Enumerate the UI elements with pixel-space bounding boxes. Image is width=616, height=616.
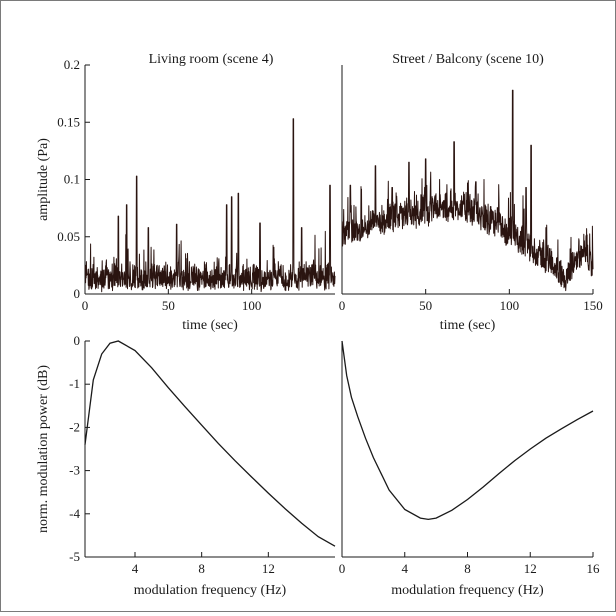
y-tick-label: -4	[69, 506, 80, 521]
x-tick-label: 16	[587, 561, 601, 576]
y-tick-label: 0.1	[64, 172, 80, 187]
y-tick-label: -2	[69, 419, 80, 434]
x-axis-label: time (sec)	[182, 318, 238, 333]
x-axis-label: modulation frequency (Hz)	[134, 583, 287, 598]
y-tick-label: -5	[69, 549, 80, 564]
y-tick-label: -1	[69, 376, 80, 391]
x-tick-label: 50	[162, 298, 175, 313]
x-tick-label: 4	[132, 561, 139, 576]
x-axis-label: modulation frequency (Hz)	[391, 583, 544, 598]
y-axis-label: norm. modulation power (dB)	[36, 365, 51, 533]
panel-3	[84, 340, 336, 558]
y-tick-label: 0	[74, 333, 81, 348]
x-tick-label: 4	[402, 561, 409, 576]
x-tick-label: 0	[82, 298, 89, 313]
panel-title: Street / Balcony (scene 10)	[392, 52, 544, 67]
x-axis-label: time (sec)	[440, 318, 496, 333]
y-tick-label: 0	[74, 286, 81, 301]
x-tick-label: 0	[339, 298, 346, 313]
x-tick-label: 0	[339, 561, 346, 576]
x-tick-label: 150	[583, 298, 603, 313]
panel-1	[84, 64, 336, 295]
y-tick-label: 0.15	[57, 114, 80, 129]
x-tick-label: 50	[419, 298, 432, 313]
amplitude-trace	[84, 118, 336, 293]
y-tick-label: 0.05	[57, 229, 80, 244]
x-tick-label: 12	[524, 561, 537, 576]
x-tick-label: 100	[500, 298, 520, 313]
panel-4	[341, 340, 594, 558]
x-tick-label: 8	[464, 561, 471, 576]
y-tick-label: 0.2	[64, 57, 80, 72]
y-tick-label: -3	[69, 463, 80, 478]
x-tick-label: 8	[198, 561, 205, 576]
panel-2	[341, 65, 594, 295]
y-axis-label: amplitude (Pa)	[36, 138, 51, 221]
x-tick-label: 100	[242, 298, 262, 313]
x-tick-label: 12	[262, 561, 275, 576]
panel-title: Living room (scene 4)	[149, 52, 274, 67]
amplitude-trace	[341, 89, 594, 292]
series-line	[341, 340, 594, 521]
series-line	[84, 340, 336, 547]
